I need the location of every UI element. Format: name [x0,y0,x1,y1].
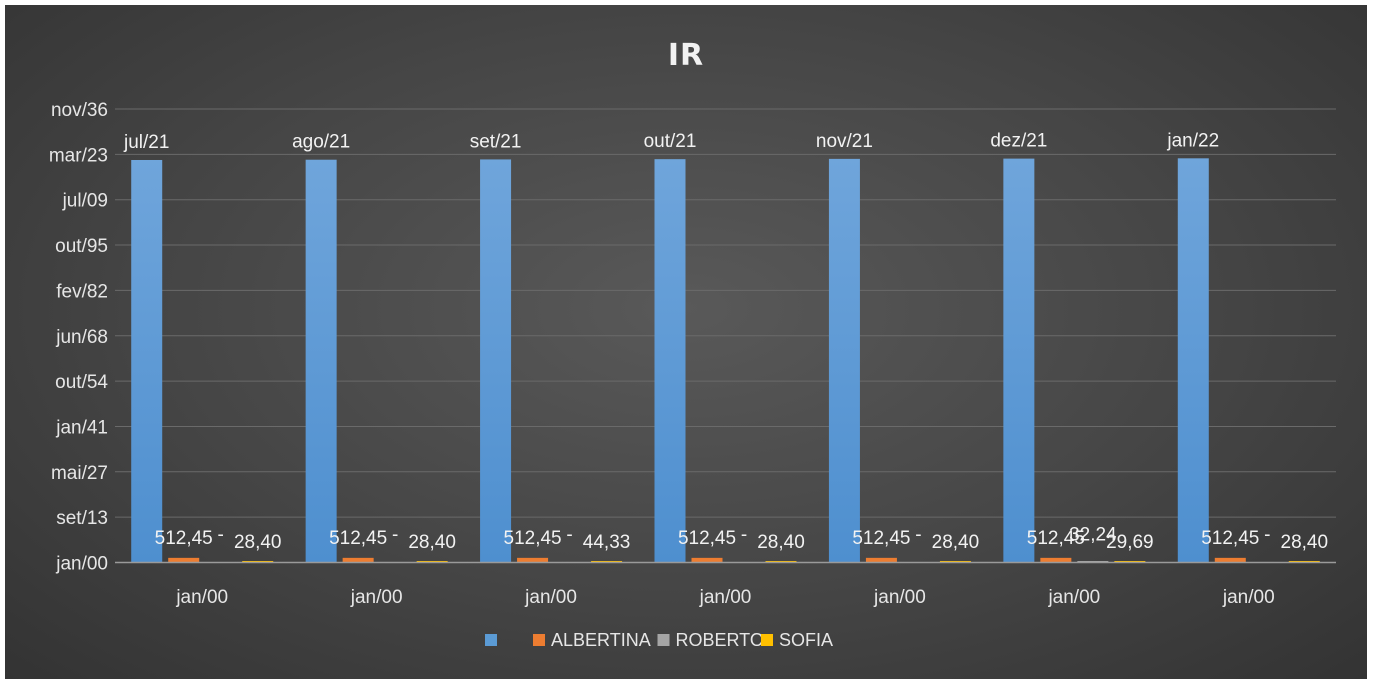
y-tick-label: jul/09 [62,191,108,212]
data-label: - [915,525,921,546]
data-label: 29,69 [1106,532,1154,553]
x-axis-ticks: jan/00 jan/00 jan/00 jan/00 jan/00 jan/00 jan/… [175,587,1274,608]
data-label: 512,45 [1201,528,1259,549]
legend-swatch [485,634,497,646]
x-tick-label: jan/00 [524,587,577,608]
data-label: - [1264,525,1270,546]
chart-area: IR jan/00 set/13 mai/27 jan/41 out/54 jun/68 f… [5,5,1367,679]
legend-label: SOFIA [779,630,833,650]
data-label: 512,45 [155,528,213,549]
data-label: jan/22 [1166,130,1219,151]
y-tick-label: mai/27 [51,463,108,484]
bar [1177,158,1209,563]
data-label: 28,40 [757,532,805,553]
data-label: dez/21 [990,131,1047,152]
legend: ALBERTINA ROBERTO SOFIA [485,630,833,650]
legend-label: ROBERTO [676,630,764,650]
data-label: set/21 [470,131,522,152]
data-label: - [392,525,398,546]
legend-swatch [657,634,670,646]
y-tick-label: out/54 [55,372,108,393]
data-label: out/21 [644,131,697,152]
legend-swatch [761,634,773,646]
bar [1003,158,1035,563]
bar [654,159,686,563]
data-label: 28,40 [234,532,282,553]
data-label: 32,24 [1069,525,1117,546]
data-label: - [741,525,747,546]
bar [480,159,512,563]
bar [305,159,337,563]
bar [131,159,163,563]
data-label: 512,45 [1027,528,1085,549]
data-label: jul/21 [123,132,169,153]
data-label: - [218,525,224,546]
y-axis-ticks: jan/00 set/13 mai/27 jan/41 out/54 jun/68 fev/… [49,100,109,575]
data-label: 512,45 [852,528,910,549]
data-label: 512,45 [678,528,736,549]
data-label: 28,40 [932,532,980,553]
y-tick-label: nov/36 [51,100,108,121]
gridlines [115,108,1336,518]
data-label: - [566,525,572,546]
data-labels: jul/21512,45-28,40ago/21512,45-28,40set/… [123,130,1328,553]
bar [1040,557,1072,563]
x-tick-label: jan/00 [699,587,752,608]
x-tick-label: jan/00 [1222,587,1275,608]
bar [342,557,374,563]
y-tick-label: jan/41 [55,417,108,438]
bar [1214,557,1246,563]
y-tick-label: mar/23 [49,145,108,166]
bar [517,557,549,563]
x-tick-label: jan/00 [175,587,228,608]
data-label: nov/21 [816,131,873,152]
data-label: 28,40 [408,532,456,553]
bar [828,158,860,563]
bar [865,557,897,563]
y-tick-label: jun/68 [55,327,108,348]
chart-title: IR [668,38,704,73]
legend-label: ALBERTINA [551,630,651,650]
data-label: ago/21 [292,132,350,153]
data-label: 28,40 [1281,532,1329,553]
y-tick-label: set/13 [56,508,108,529]
x-tick-label: jan/00 [873,587,926,608]
data-label: 512,45 [329,528,387,549]
legend-swatch [533,634,545,646]
bar [168,557,200,563]
y-tick-label: out/95 [55,236,108,257]
x-tick-label: jan/00 [350,587,403,608]
bar [691,557,723,563]
data-label: 512,45 [504,528,562,549]
y-tick-label: jan/00 [55,554,108,575]
bars [131,158,1320,563]
ir-chart: IR jan/00 set/13 mai/27 jan/41 out/54 jun/68 f… [49,38,1336,650]
y-tick-label: fev/82 [56,281,108,302]
x-tick-label: jan/00 [1047,587,1100,608]
data-label: 44,33 [583,532,631,553]
